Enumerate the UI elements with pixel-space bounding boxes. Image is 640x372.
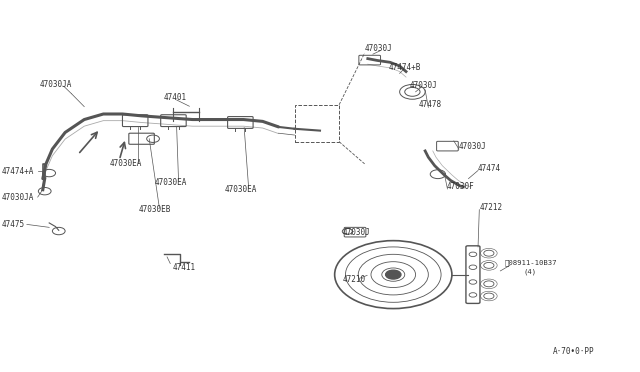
Circle shape	[386, 270, 401, 279]
Text: 47030F: 47030F	[446, 182, 474, 191]
Text: ⓝ08911-10B37: ⓝ08911-10B37	[505, 260, 557, 266]
Text: 47474: 47474	[478, 164, 501, 173]
Text: 47212: 47212	[479, 203, 502, 212]
Text: 47030J: 47030J	[342, 228, 370, 237]
Text: 47030EA: 47030EA	[109, 159, 142, 169]
Text: 47030JA: 47030JA	[40, 80, 72, 89]
Text: A·70•0·PP: A·70•0·PP	[552, 347, 594, 356]
Text: 47474+A: 47474+A	[1, 167, 34, 176]
Text: 47474+B: 47474+B	[389, 63, 421, 72]
Text: 47030JA: 47030JA	[1, 193, 34, 202]
Text: 47030J: 47030J	[459, 142, 486, 151]
Text: 47475: 47475	[1, 220, 24, 229]
Text: (4): (4)	[524, 269, 537, 275]
Text: 47030EA: 47030EA	[154, 178, 187, 187]
Text: 47210: 47210	[342, 275, 365, 283]
Text: 47030EA: 47030EA	[225, 185, 257, 194]
Text: 47030EB: 47030EB	[138, 205, 171, 215]
Text: 47030J: 47030J	[409, 81, 437, 90]
Text: 47411: 47411	[172, 263, 195, 272]
Text: 47401: 47401	[164, 93, 187, 102]
Text: 47030J: 47030J	[365, 44, 392, 53]
Text: 47478: 47478	[419, 100, 442, 109]
